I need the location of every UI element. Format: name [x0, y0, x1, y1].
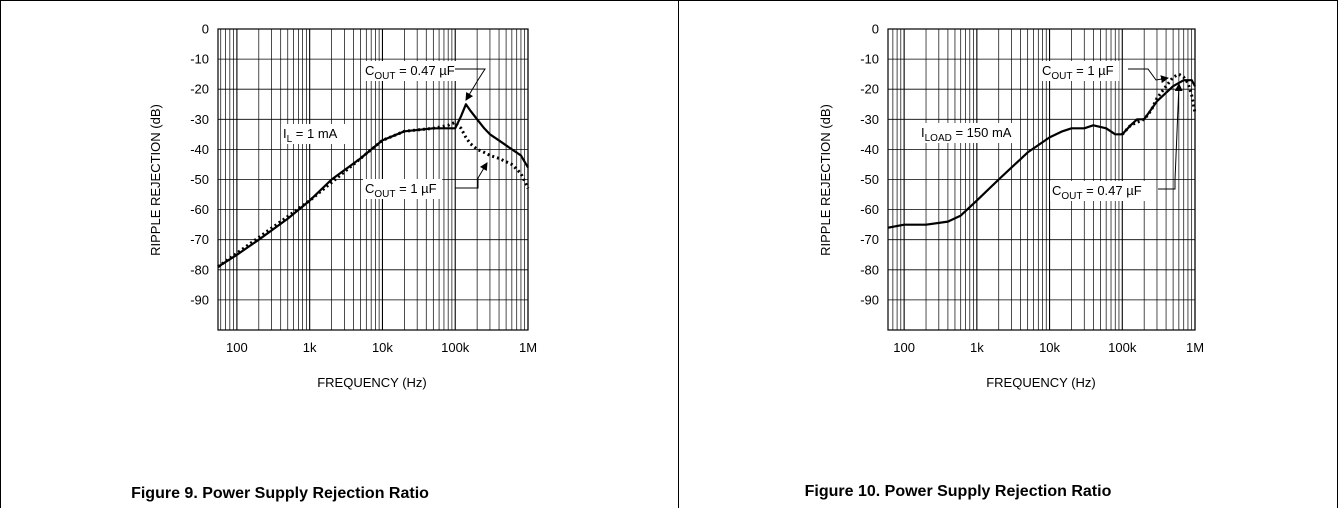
annotation-backing	[1050, 181, 1152, 201]
annotation-rest: = 150 mA	[952, 125, 1012, 140]
y-tick-label: -50	[860, 172, 879, 187]
annotation-label: COUT = 0.47 µF	[365, 63, 455, 82]
x-tick-label: 100	[226, 340, 248, 355]
x-tick-label: 1k	[970, 340, 984, 355]
annotation-subscript: OUT	[1051, 71, 1072, 82]
x-tick-label: 1M	[1186, 340, 1204, 355]
y-tick-label: 0	[872, 22, 879, 37]
x-tick-label: 10k	[372, 340, 393, 355]
y-tick-label: -30	[190, 112, 209, 127]
annotation-backing	[363, 61, 465, 81]
annotation-subscript: OUT	[374, 189, 395, 200]
annotation-main: C	[365, 63, 374, 78]
y-tick-label: -40	[190, 142, 209, 157]
series-line-solid	[887, 79, 1196, 229]
y-tick-label: -50	[190, 172, 209, 187]
annotation-label: COUT = 1 µF	[365, 181, 437, 200]
center-divider	[678, 0, 679, 508]
annotation: COUT = 0.47 µF	[1050, 83, 1183, 202]
series-line-dotted	[1121, 72, 1197, 136]
y-axis-label: RIPPLE REJECTION (dB)	[148, 104, 163, 256]
annotation: COUT = 1 µF	[363, 162, 488, 200]
figure-9-caption: Figure 9. Power Supply Rejection Ratio	[131, 485, 429, 502]
x-tick-label: 10k	[1039, 340, 1060, 355]
annotation-label: IL = 1 mA	[283, 126, 338, 145]
annotation-rest: = 0.47 µF	[396, 63, 455, 78]
annotation-label: ILOAD = 150 mA	[921, 125, 1012, 144]
annotation-leader	[1158, 83, 1183, 190]
annotation-backing	[281, 124, 350, 144]
y-tick-label: -40	[860, 142, 879, 157]
y-tick-label: -90	[860, 292, 879, 307]
x-axis-label: FREQUENCY (Hz)	[986, 375, 1096, 390]
y-tick-label: -10	[190, 52, 209, 67]
annotation-main: I	[283, 126, 287, 141]
x-tick-label: 1k	[303, 340, 317, 355]
annotation-backing	[919, 123, 1019, 143]
annotation-main: C	[365, 181, 374, 196]
annotation-leader	[455, 162, 488, 189]
y-tick-label: -30	[860, 112, 879, 127]
annotation-main: I	[921, 125, 925, 140]
y-tick-label: -20	[860, 82, 879, 97]
x-axis-label: FREQUENCY (Hz)	[317, 375, 427, 390]
annotation-leader	[1128, 68, 1169, 84]
y-tick-label: -80	[860, 262, 879, 277]
plot-frame	[887, 28, 1196, 331]
annotation-leader	[455, 68, 486, 101]
annotation-backing	[1040, 61, 1120, 81]
x-tick-label: 100k	[441, 340, 470, 355]
annotation-main: C	[1052, 183, 1061, 198]
y-tick-label: -90	[190, 292, 209, 307]
y-axis-label: RIPPLE REJECTION (dB)	[818, 104, 833, 256]
y-tick-label: 0	[202, 22, 209, 37]
x-tick-label: 100k	[1108, 340, 1137, 355]
annotation: COUT = 1 µF	[1040, 61, 1169, 84]
annotation-label: COUT = 1 µF	[1042, 63, 1114, 82]
y-tick-label: -20	[190, 82, 209, 97]
plot-frame	[217, 28, 529, 331]
x-tick-label: 1M	[519, 340, 537, 355]
annotation-label: COUT = 0.47 µF	[1052, 183, 1142, 202]
annotation-rest: = 1 µF	[1073, 63, 1114, 78]
annotation-rest: = 0.47 µF	[1083, 183, 1142, 198]
annotation-subscript: OUT	[374, 71, 395, 82]
annotation-subscript: OUT	[1061, 191, 1082, 202]
annotation-backing	[363, 179, 443, 199]
annotation-main: C	[1042, 63, 1051, 78]
series-line-solid	[217, 103, 529, 268]
y-tick-label: -80	[190, 262, 209, 277]
series-line-dotted	[217, 120, 530, 269]
y-tick-label: -60	[190, 202, 209, 217]
left-border	[0, 0, 1, 508]
annotation: ILOAD = 150 mA	[919, 123, 1019, 144]
y-tick-label: -10	[860, 52, 879, 67]
annotation-rest: = 1 mA	[292, 126, 337, 141]
y-tick-label: -70	[190, 232, 209, 247]
y-tick-label: -70	[860, 232, 879, 247]
annotation: COUT = 0.47 µF	[363, 61, 486, 101]
annotation: IL = 1 mA	[281, 124, 350, 145]
figure-10-caption: Figure 10. Power Supply Rejection Ratio	[804, 483, 1112, 500]
psrr-chart-figure-10: 0 -10 -20 -30 -40 -50 -60 -70 -80 -90 100 1k 10k 100k…	[818, 22, 1204, 391]
annotation-subscript: LOAD	[925, 133, 952, 144]
psrr-chart-figure-9: 0 -10 -20 -30 -40 -50 -60 -70 -80 -90 100 1k 10k 100k…	[148, 22, 537, 391]
annotation-subscript: L	[287, 134, 293, 145]
x-tick-label: 100	[893, 340, 915, 355]
top-border	[0, 0, 1338, 1]
annotation-rest: = 1 µF	[396, 181, 437, 196]
y-tick-label: -60	[860, 202, 879, 217]
